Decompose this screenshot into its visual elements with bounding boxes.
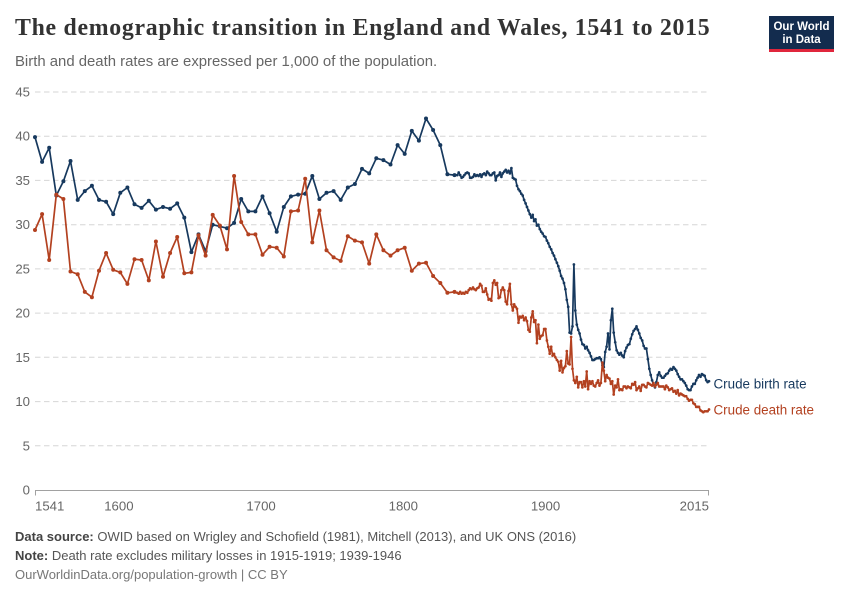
svg-text:1700: 1700: [246, 499, 275, 514]
svg-text:10: 10: [15, 394, 30, 409]
svg-text:1800: 1800: [389, 499, 418, 514]
svg-text:2015: 2015: [680, 499, 709, 514]
svg-text:40: 40: [15, 129, 30, 144]
svg-text:15: 15: [15, 350, 30, 365]
svg-text:Crude birth rate: Crude birth rate: [714, 377, 807, 392]
svg-text:1900: 1900: [531, 499, 560, 514]
svg-text:5: 5: [23, 438, 30, 453]
svg-text:25: 25: [15, 261, 30, 276]
svg-text:30: 30: [15, 217, 30, 232]
svg-text:1541: 1541: [35, 499, 64, 514]
svg-text:35: 35: [15, 173, 30, 188]
svg-text:Crude death rate: Crude death rate: [714, 403, 815, 418]
svg-text:20: 20: [15, 306, 30, 321]
svg-text:1600: 1600: [104, 499, 133, 514]
svg-text:0: 0: [23, 483, 30, 498]
svg-text:45: 45: [15, 85, 30, 100]
